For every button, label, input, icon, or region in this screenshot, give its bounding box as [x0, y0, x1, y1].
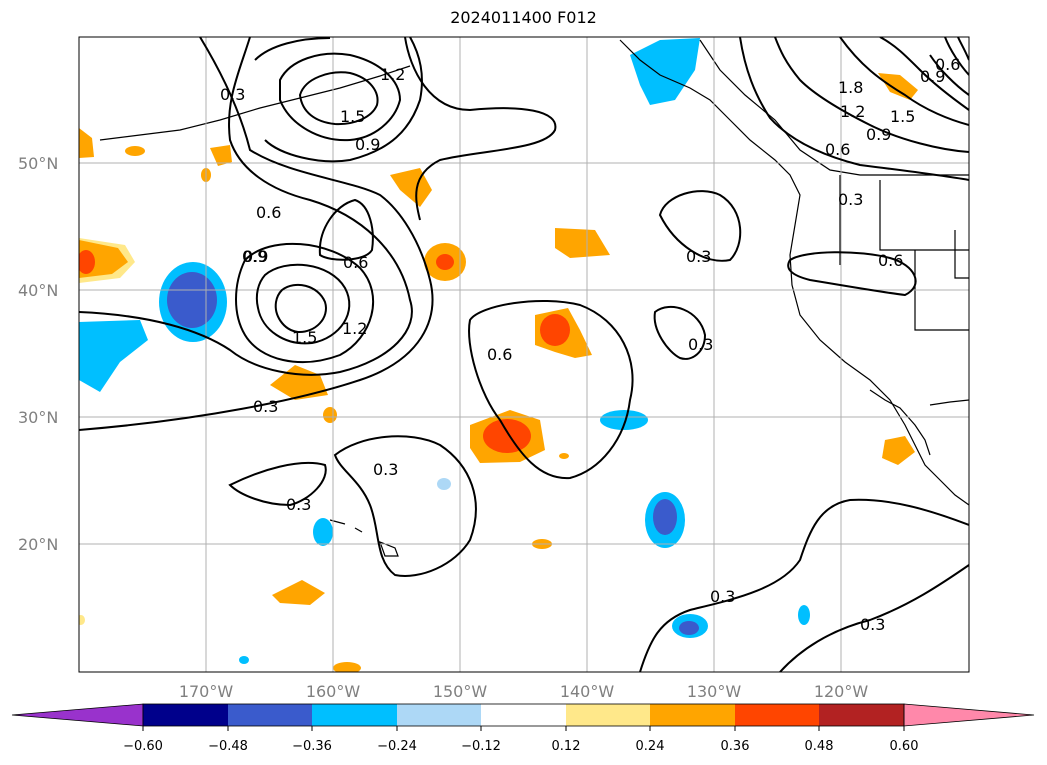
colorbar-tick-label: 0.60 — [890, 739, 919, 754]
colorbar-segment — [566, 704, 650, 726]
lat-label-30n: 30°N — [18, 408, 58, 427]
lon-label-150w: 150°W — [433, 682, 488, 701]
lat-label-50n: 50°N — [18, 154, 58, 173]
map-title: 2024011400 F012 — [450, 8, 597, 27]
lon-label-170w: 170°W — [179, 682, 234, 701]
contour-label: 1.2 — [342, 319, 367, 338]
colorbar-outline — [142, 703, 905, 727]
contour-label: 0.3 — [286, 495, 311, 514]
contour-label: 0.9 — [242, 247, 267, 266]
contour-label: 0.3 — [686, 247, 711, 266]
longitude-labels: 170°W 160°W 150°W 140°W 130°W 120°W — [179, 682, 869, 701]
contour-label: 0.6 — [487, 345, 512, 364]
colorbar-segment — [397, 704, 481, 726]
contour-label: 1.2 — [840, 102, 865, 121]
contour-label: 0.6 — [825, 140, 850, 159]
contour-label: 1.5 — [340, 107, 365, 126]
contour-label: 0.3 — [253, 397, 278, 416]
colorbar-ticks — [142, 726, 905, 731]
colorbar-segment — [819, 704, 904, 726]
latitude-labels: 50°N 40°N 30°N 20°N — [18, 154, 58, 554]
contour-label: 1.2 — [380, 65, 405, 84]
contour-label: 0.9 — [243, 247, 268, 266]
contour-lines — [79, 37, 969, 672]
contour-label: 0.3 — [688, 335, 713, 354]
lat-label-20n: 20°N — [18, 535, 58, 554]
contour-label: 0.3 — [860, 615, 885, 634]
colorbar-high-extend — [903, 703, 1035, 727]
positive-anomaly-shading — [79, 73, 918, 672]
map-content: 0.3 0.9 1.2 1.5 0.9 0.6 0.9 0.6 1.5 1.2 … — [79, 37, 969, 672]
contour-label: 0.9 — [866, 125, 891, 144]
contour-label: 0.3 — [838, 190, 863, 209]
colorbar-segment — [650, 704, 735, 726]
map-frame — [78, 36, 970, 673]
lat-label-40n: 40°N — [18, 281, 58, 300]
colorbar-low-extend — [11, 703, 144, 727]
contour-labels: 0.3 0.9 1.2 1.5 0.9 0.6 0.9 0.6 1.5 1.2 … — [220, 55, 960, 634]
lon-label-140w: 140°W — [560, 682, 615, 701]
colorbar-segment — [481, 704, 566, 726]
graticule — [79, 37, 969, 672]
colorbar-tick-label: 0.24 — [636, 739, 665, 754]
colorbar-tick-label: −0.24 — [377, 739, 417, 754]
negative-anomaly-shading — [79, 38, 810, 664]
contour-label: 1.8 — [838, 78, 863, 97]
contour-label: 0.3 — [710, 587, 735, 606]
lon-label-130w: 130°W — [687, 682, 742, 701]
colorbar-tick-label: 0.48 — [805, 739, 834, 754]
contour-label: 1.5 — [292, 328, 317, 347]
contour-label: 0.6 — [343, 253, 368, 272]
colorbar-tick-label: −0.48 — [208, 739, 248, 754]
lon-label-120w: 120°W — [814, 682, 869, 701]
colorbar-tick-label: −0.60 — [123, 739, 163, 754]
colorbar-segment — [735, 704, 819, 726]
contour-label: 0.9 — [920, 67, 945, 86]
colorbar-tick-label: 0.12 — [552, 739, 581, 754]
colorbar-tick-label: −0.36 — [292, 739, 332, 754]
contour-label: 1.5 — [890, 107, 915, 126]
map-panel — [79, 37, 969, 672]
contour-label: 0.6 — [256, 203, 281, 222]
colorbar-tick-label: −0.12 — [461, 739, 501, 754]
contour-label: 0.9 — [355, 135, 380, 154]
contour-label: 0.6 — [878, 251, 903, 270]
colorbar-segment — [228, 704, 312, 726]
colorbar-segment — [312, 704, 397, 726]
contour-label: 0.6 — [935, 55, 960, 74]
colorbar-segment — [143, 704, 228, 726]
colorbar: −0.60 −0.48 −0.36 −0.24 −0.12 0.12 0.24 … — [11, 703, 1035, 754]
shading-layer — [79, 38, 918, 672]
contour-label: 0.3 — [373, 460, 398, 479]
colorbar-tick-label: 0.36 — [721, 739, 750, 754]
lon-label-160w: 160°W — [306, 682, 361, 701]
contour-label: 0.3 — [220, 85, 245, 104]
